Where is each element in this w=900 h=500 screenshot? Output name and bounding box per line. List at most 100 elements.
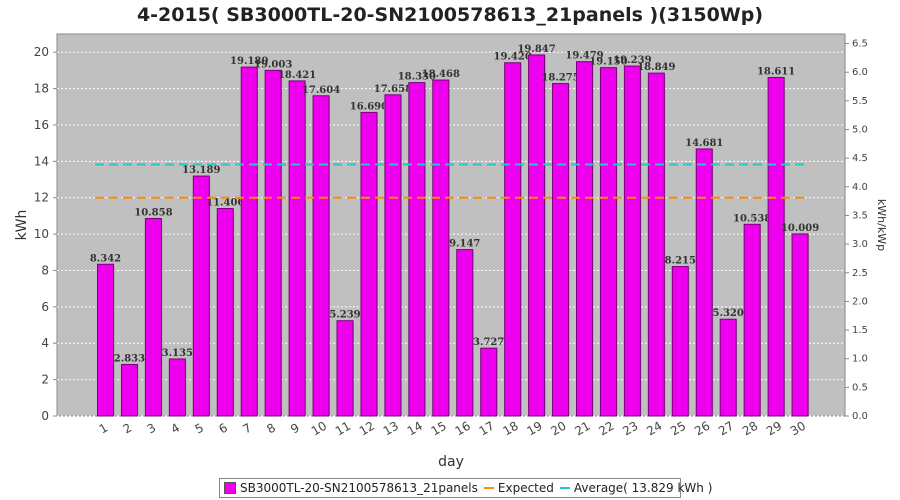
- bar: [144, 217, 162, 417]
- bar-value-label: 19.239: [613, 55, 651, 66]
- bar: [671, 266, 689, 417]
- bar: [743, 223, 761, 417]
- x-tick-label: 20: [548, 419, 568, 439]
- bar: [384, 94, 402, 417]
- bar: [719, 318, 737, 417]
- bar: [528, 54, 546, 417]
- y-tick-label: 0: [41, 409, 49, 423]
- bar-value-label: 2.833: [114, 353, 145, 364]
- x-tick-label: 30: [788, 419, 808, 439]
- bar: [408, 82, 426, 417]
- bar: [360, 111, 378, 417]
- x-tick-label: 24: [644, 419, 664, 439]
- legend-item-production: SB3000TL-20-SN2100578613_21panels: [224, 481, 478, 495]
- y2-tick-label: 1.5: [852, 325, 868, 336]
- bar-value-label: 18.421: [278, 70, 316, 81]
- y-tick-label: 8: [41, 263, 49, 277]
- bar: [480, 347, 498, 417]
- plot-area: [56, 33, 846, 417]
- bar-value-label: 16.690: [350, 101, 388, 112]
- bar: [456, 249, 474, 417]
- bar: [791, 233, 809, 417]
- y2-tick-label: 2.0: [852, 296, 868, 307]
- bar: [695, 148, 713, 417]
- y-tick-label: 18: [34, 82, 49, 96]
- bar: [240, 66, 258, 417]
- legend-swatch-average: [559, 487, 570, 489]
- y2-tick-label: 6.0: [852, 67, 868, 78]
- x-tick-label: 2: [121, 421, 135, 437]
- x-tick-label: 3: [145, 421, 159, 437]
- x-tick-label: 8: [264, 421, 278, 437]
- bar-value-label: 8.342: [90, 253, 121, 264]
- y-axis-label: kWh: [14, 210, 30, 241]
- y2-tick-label: 3.0: [852, 239, 868, 250]
- bar: [168, 358, 186, 417]
- bar-value-label: 18.468: [422, 69, 460, 80]
- legend-label-expected: Expected: [497, 481, 554, 495]
- x-tick-label: 5: [192, 421, 206, 437]
- bar: [336, 320, 354, 417]
- bar-value-label: 10.858: [134, 207, 172, 218]
- y2-tick-label: 0.0: [852, 411, 868, 422]
- bar-value-label: 19.420: [494, 52, 532, 63]
- bar-value-label: 9.147: [449, 239, 480, 250]
- bar: [264, 69, 282, 417]
- x-tick-label: 7: [240, 421, 254, 437]
- bar: [576, 61, 593, 417]
- bar-value-label: 19.150: [589, 57, 627, 68]
- x-tick-label: 1: [97, 421, 111, 437]
- y-tick-label: 20: [34, 45, 49, 59]
- bar: [767, 76, 785, 417]
- x-tick-label: 29: [764, 419, 784, 439]
- x-tick-label: 10: [309, 419, 329, 439]
- bar-value-label: 18.330: [398, 72, 436, 83]
- bar: [216, 208, 234, 417]
- bar-value-label: 19.003: [254, 59, 292, 70]
- legend-swatch-production: [224, 482, 236, 494]
- y2-axis-label: kWh/kWp: [875, 199, 888, 251]
- x-tick-label: 12: [357, 419, 377, 439]
- x-tick-label: 13: [381, 419, 401, 439]
- x-tick-label: 11: [333, 419, 353, 439]
- x-tick-label: 14: [405, 419, 425, 439]
- y-tick-label: 6: [41, 300, 49, 314]
- y-tick-label: 2: [41, 373, 49, 387]
- x-tick-label: 16: [453, 419, 473, 439]
- y-tick-label: 10: [34, 227, 49, 241]
- y2-tick-label: 4.5: [852, 153, 868, 164]
- bar-value-label: 18.849: [637, 62, 675, 73]
- legend-label-average: Average( 13.829 kWh ): [573, 481, 713, 495]
- bar: [288, 80, 306, 417]
- bar-value-label: 18.275: [541, 73, 579, 84]
- bar-value-label: 14.681: [685, 138, 723, 149]
- y2-tick-label: 0.5: [852, 382, 868, 393]
- bar-value-label: 19.847: [517, 44, 555, 55]
- x-tick-label: 26: [692, 419, 712, 439]
- y-tick-label: 16: [34, 118, 49, 132]
- x-axis-label: day: [438, 454, 464, 470]
- bar: [647, 72, 665, 417]
- bar: [623, 65, 641, 417]
- y2-tick-label: 5.0: [852, 125, 868, 136]
- bar: [192, 175, 210, 417]
- bar-value-label: 5.239: [329, 310, 360, 321]
- x-tick-label: 27: [716, 419, 736, 439]
- y2-tick-label: 4.0: [852, 182, 868, 193]
- bar-value-label: 13.189: [182, 165, 220, 176]
- x-tick-label: 25: [668, 419, 688, 439]
- x-tick-label: 22: [596, 419, 616, 439]
- x-tick-label: 23: [620, 419, 640, 439]
- bar-value-label: 5.320: [713, 308, 744, 319]
- legend: SB3000TL-20-SN2100578613_21panels Expect…: [219, 478, 712, 498]
- bar-value-label: 8.215: [665, 256, 696, 267]
- y2-tick-label: 2.5: [852, 268, 868, 279]
- bar-value-label: 18.611: [757, 66, 795, 77]
- x-tick-label: 9: [288, 421, 302, 437]
- bar: [312, 95, 330, 417]
- x-tick-label: 4: [169, 421, 183, 437]
- chart-title: 4-2015( SB3000TL-20-SN2100578613_21panel…: [136, 4, 764, 26]
- bar: [432, 79, 450, 417]
- legend-swatch-expected: [483, 487, 494, 489]
